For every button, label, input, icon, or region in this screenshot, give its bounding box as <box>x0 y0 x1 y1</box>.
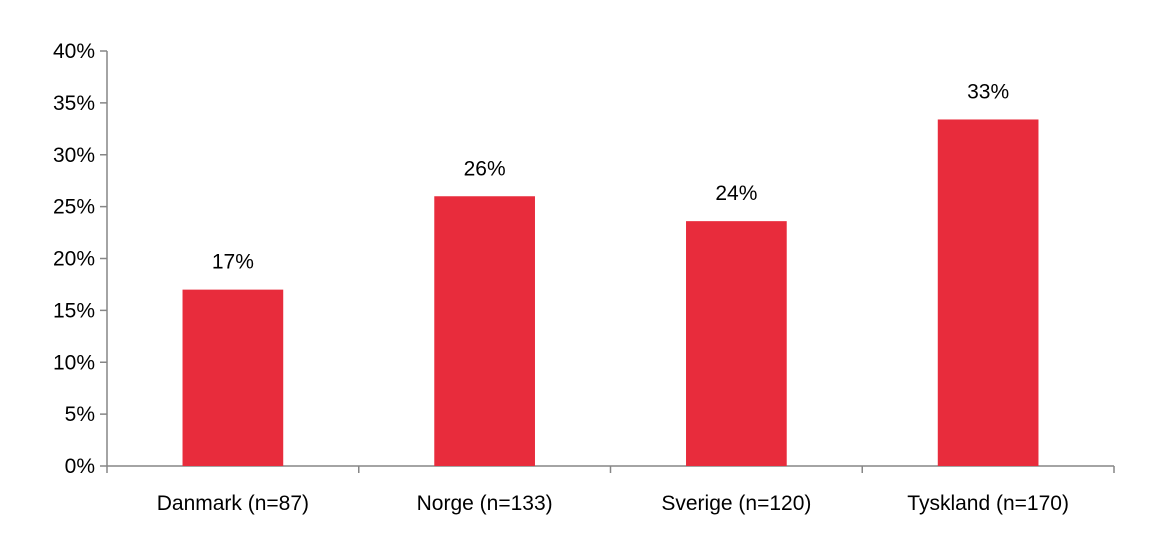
bars <box>182 119 1039 466</box>
category-label: Norge (n=133) <box>417 492 553 515</box>
category-label: Sverige (n=120) <box>661 492 811 515</box>
category-label: Tyskland (n=170) <box>907 492 1069 515</box>
y-tick-label: 20% <box>53 248 95 271</box>
category-label: Danmark (n=87) <box>157 492 309 515</box>
data-label: 33% <box>967 80 1009 103</box>
data-label: 26% <box>464 157 506 180</box>
bar <box>434 196 535 466</box>
category-labels: Danmark (n=87) Norge (n=133) Sverige (n=12… <box>157 492 1069 515</box>
y-tick-label: 25% <box>53 196 95 219</box>
y-tick-label: 10% <box>53 351 95 374</box>
x-axis <box>106 465 1115 473</box>
y-tick-label: 30% <box>53 144 95 167</box>
bar <box>937 119 1039 466</box>
y-tick-label: 40% <box>53 40 95 63</box>
data-label: 17% <box>212 251 254 274</box>
y-tick-label: 0% <box>65 455 95 478</box>
bar <box>686 221 787 466</box>
bar <box>182 289 284 466</box>
data-labels: 17% 26% 24% 33% <box>212 80 1009 273</box>
data-label: 24% <box>715 182 757 205</box>
y-tick-label: 15% <box>53 299 95 322</box>
y-tick-label: 35% <box>53 92 95 115</box>
y-tick-label: 5% <box>65 403 95 426</box>
y-axis: 0% 5% 10% 15% 20% 25% 30% 35% 40% <box>53 40 108 478</box>
